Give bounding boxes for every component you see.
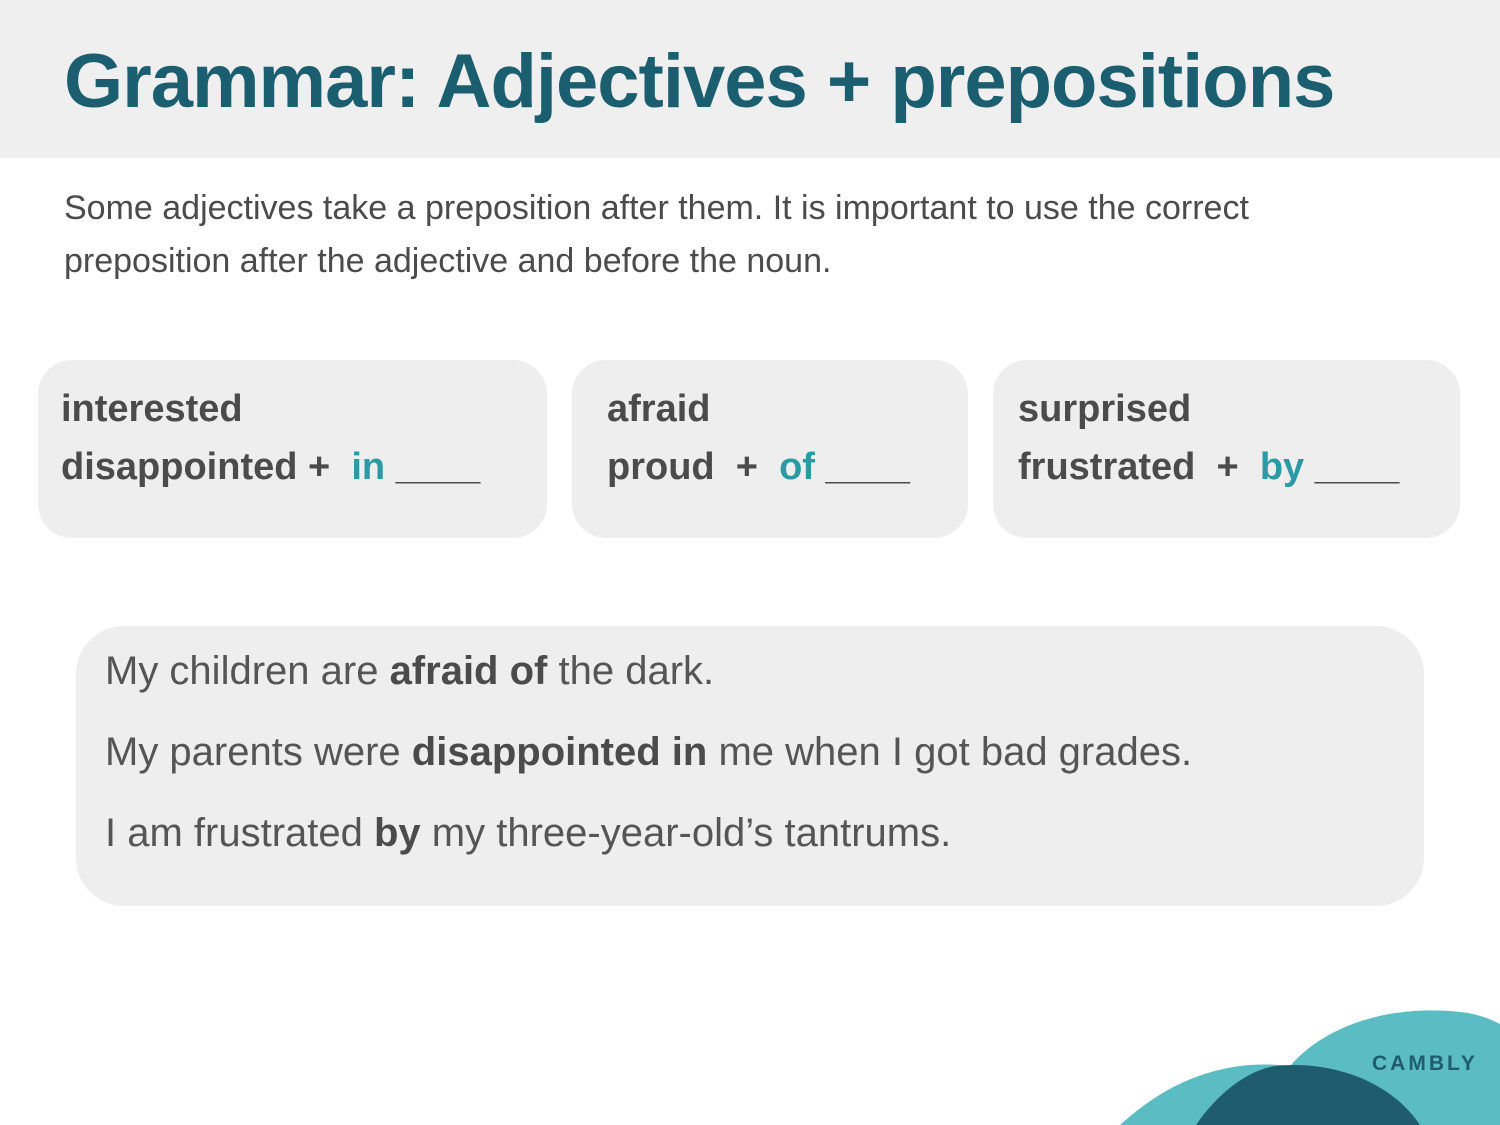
example-sentence: My parents were disappointed in me when … (105, 730, 1192, 775)
preposition: in (671, 730, 708, 774)
adjective-rule: frustrated + by ____ (1018, 446, 1399, 489)
blank: ____ (395, 446, 481, 488)
example-sentence: My children are afraid of the dark. (105, 649, 714, 694)
intro-text: Some adjectives take a preposition after… (64, 189, 1249, 280)
adjective: surprised (1018, 388, 1192, 430)
blank: ____ (825, 446, 911, 488)
adjective: proud (607, 446, 715, 488)
adjective: afraid (607, 388, 711, 430)
page-title: Grammar: Adjectives + prepositions (64, 39, 1335, 124)
header-band (0, 0, 1500, 158)
example-sentence: I am frustrated by my three-year-old’s t… (105, 811, 951, 856)
adjective-card-of: afraid proud + of ____ (572, 360, 968, 538)
examples-panel: My children are afraid of the dark. My p… (76, 626, 1424, 906)
blank: ____ (1314, 446, 1400, 488)
sentence-text: my three-year-old’s tantrums. (420, 811, 952, 855)
adjective-rule: proud + of ____ (607, 446, 910, 489)
adjective-rule: disappointed + in ____ (61, 446, 480, 489)
plus-sign: + (308, 446, 331, 488)
adjective: disappointed (61, 446, 298, 488)
preposition: in (351, 446, 386, 488)
wave-dark (1196, 1064, 1420, 1125)
adjective-card-in: interested disappointed + in ____ (38, 360, 547, 538)
plus-sign: + (1216, 446, 1239, 488)
cambly-logo: CAMBLY (1372, 1052, 1478, 1075)
sentence-text: My parents were (105, 730, 412, 774)
brand-wave-decoration (1120, 1010, 1500, 1125)
sentence-text: I am frustrated (105, 811, 374, 855)
preposition: of (509, 649, 548, 693)
sentence-text: My children are (105, 649, 390, 693)
adjective: disappointed (411, 730, 661, 774)
adjective-card-by: surprised frustrated + by ____ (993, 360, 1460, 538)
sentence-text: the dark. (547, 649, 715, 693)
adjective: frustrated (1018, 446, 1196, 488)
adjective: interested (61, 388, 243, 430)
sentence-text: me when I got bad grades. (707, 730, 1193, 774)
plus-sign: + (735, 446, 758, 488)
preposition: by (1259, 446, 1305, 488)
adjective: afraid (389, 649, 499, 693)
preposition: of (779, 446, 815, 488)
preposition: by (373, 811, 421, 855)
